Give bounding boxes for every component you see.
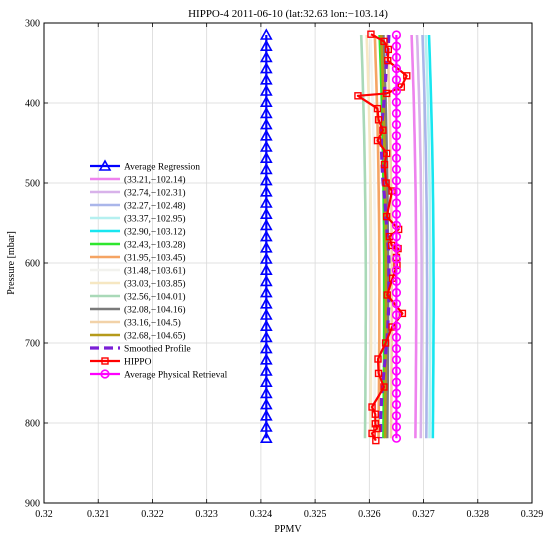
legend-label: (31.48,−103.61) [124,266,186,277]
legend-label: (32.08,−104.16) [124,305,186,316]
grid [44,23,532,503]
legend-entry: (32.68,−104.65) [90,331,186,342]
legend-entry: (32.74,−102.31) [90,188,186,199]
legend-label: Smoothed Profile [124,344,191,355]
legend-entry: (32.90,−103.12) [90,227,186,238]
x-tick-label: 0.326 [358,509,381,520]
x-tick-label: 0.323 [195,509,218,520]
x-axis-label: PPMV [274,524,302,535]
legend-label: (32.27,−102.48) [124,201,186,212]
legend-label: (33.21,−102.14) [124,175,186,186]
y-tick-label: 800 [25,419,40,430]
y-tick-label: 700 [25,339,40,350]
legend-label: (32.43,−103.28) [124,240,186,251]
legend-label: Average Regression [124,163,200,173]
legend-entry: Average Regression [90,161,200,173]
series-0 [261,30,271,442]
y-tick-label: 500 [25,179,40,190]
x-tick-label: 0.325 [304,509,327,520]
legend-label: (32.68,−104.65) [124,331,186,342]
series-line [417,35,422,438]
legend-entry: (32.43,−103.28) [90,240,186,251]
y-axis-label: Pressure [mbar] [6,231,17,295]
y-tick-label: 400 [25,99,40,110]
legend-entry: (32.08,−104.16) [90,305,186,316]
legend-entry: (31.48,−103.61) [90,266,186,277]
legend-label: (33.37,−102.95) [124,214,186,225]
legend-entry: Average Physical Retrieval [90,370,228,380]
legend-label: (32.56,−104.01) [124,292,186,303]
x-tick-label: 0.322 [141,509,164,520]
legend-label: (32.90,−103.12) [124,227,186,238]
series-16 [393,31,401,442]
chart-title: HIPPO-4 2011-06-10 (lat:32.63 lon:−103.1… [188,8,388,20]
legend-entry: (32.27,−102.48) [90,201,186,212]
legend-label: (33.16,−104.5) [124,318,181,329]
x-tick-label: 0.324 [250,509,273,520]
legend-entry: HIPPO [90,358,152,368]
series-1 [412,35,417,438]
x-tick-label: 0.328 [467,509,490,520]
legend-entry: (33.16,−104.5) [90,318,181,329]
legend-label: HIPPO [124,358,152,368]
series-line [412,35,417,438]
legend-entry: (33.21,−102.14) [90,175,186,186]
legend-entry: (32.56,−104.01) [90,292,186,303]
legend-entry: Smoothed Profile [90,344,191,355]
legend-entry: (31.95,−103.45) [90,253,186,264]
legend-label: (32.74,−102.31) [124,188,186,199]
x-tick-label: 0.329 [521,509,544,520]
legend-label: Average Physical Retrieval [124,371,228,381]
legend-entry: (33.37,−102.95) [90,214,186,225]
series-2 [417,35,422,438]
y-tick-label: 300 [25,19,40,30]
legend-entry: (33.03,−103.85) [90,279,186,290]
legend-label: (31.95,−103.45) [124,253,186,264]
y-tick-label: 600 [25,259,40,270]
plot-series [261,30,433,444]
y-tick-label: 900 [25,499,40,510]
x-tick-label: 0.32 [35,509,53,520]
x-tick-label: 0.327 [412,509,435,520]
legend-label: (33.03,−103.85) [124,279,186,290]
x-tick-label: 0.321 [87,509,110,520]
